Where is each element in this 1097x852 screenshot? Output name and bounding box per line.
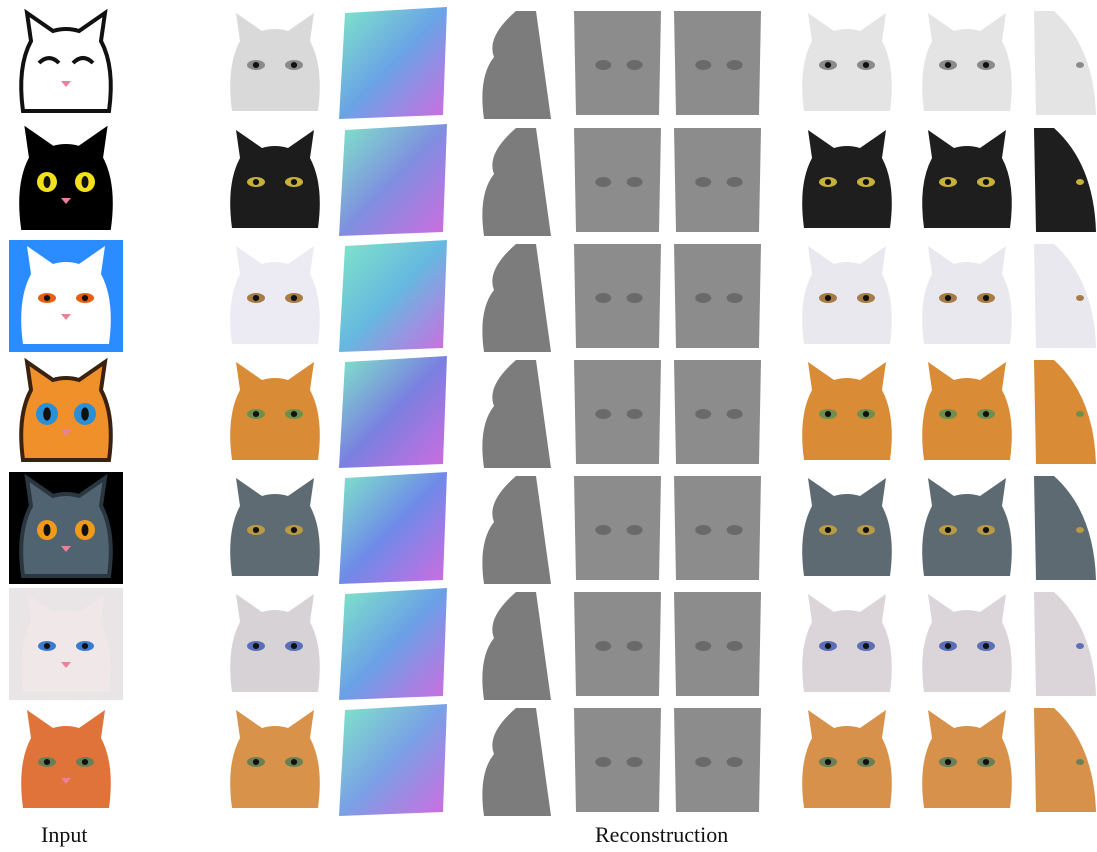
textured-view (790, 7, 904, 119)
shading-view (670, 7, 765, 119)
albedo-map (218, 704, 332, 816)
shading-view (570, 472, 665, 584)
shading-view (670, 124, 765, 236)
input-image (9, 472, 123, 584)
shading-view (570, 124, 665, 236)
shading-view (476, 7, 551, 119)
input-image (9, 588, 123, 700)
albedo-map (218, 588, 332, 700)
input-image (9, 7, 123, 119)
textured-view (790, 472, 904, 584)
normal-map (337, 124, 451, 236)
shading-view (670, 704, 765, 816)
textured-view (790, 356, 904, 468)
textured-view (790, 240, 904, 352)
albedo-map (218, 240, 332, 352)
textured-view (1024, 704, 1097, 816)
input-image (9, 240, 123, 352)
shading-view (476, 472, 551, 584)
textured-view (910, 472, 1024, 584)
shading-view (570, 240, 665, 352)
input-caption: Input (41, 822, 88, 847)
textured-view (910, 7, 1024, 119)
shading-view (476, 588, 551, 700)
shading-view (670, 356, 765, 468)
shading-view (476, 124, 551, 236)
input-image (9, 356, 123, 468)
textured-view (910, 588, 1024, 700)
textured-view (910, 124, 1024, 236)
normal-map (337, 240, 451, 352)
textured-view (1024, 7, 1097, 119)
textured-view (1024, 472, 1097, 584)
textured-view (910, 240, 1024, 352)
normal-map (337, 7, 451, 119)
shading-view (476, 240, 551, 352)
albedo-map (218, 124, 332, 236)
normal-map (337, 356, 451, 468)
shading-view (670, 240, 765, 352)
textured-view (790, 124, 904, 236)
shading-view (570, 356, 665, 468)
textured-view (790, 588, 904, 700)
normal-map (337, 588, 451, 700)
textured-view (910, 356, 1024, 468)
albedo-map (218, 472, 332, 584)
shading-view (570, 7, 665, 119)
textured-view (910, 704, 1024, 816)
albedo-map (218, 356, 332, 468)
shading-view (570, 704, 665, 816)
shading-view (476, 704, 551, 816)
albedo-map (218, 7, 332, 119)
textured-view (1024, 124, 1097, 236)
input-image (9, 124, 123, 236)
normal-map (337, 472, 451, 584)
textured-view (1024, 588, 1097, 700)
normal-map (337, 704, 451, 816)
textured-view (1024, 356, 1097, 468)
shading-view (570, 588, 665, 700)
shading-view (670, 472, 765, 584)
input-image (9, 704, 123, 816)
textured-view (790, 704, 904, 816)
reconstruction-caption: Reconstruction (595, 822, 729, 847)
shading-view (670, 588, 765, 700)
textured-view (1024, 240, 1097, 352)
shading-view (476, 356, 551, 468)
